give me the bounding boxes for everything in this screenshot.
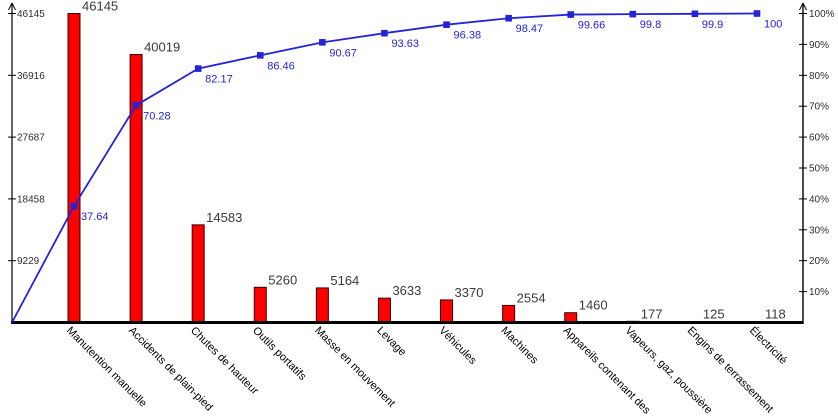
cumulative-marker <box>132 102 140 109</box>
bar-value-label: 5260 <box>268 272 297 287</box>
bar-value-label: 40019 <box>144 40 180 55</box>
bar-value-label: 46145 <box>82 0 118 14</box>
cumulative-point-label: 82.17 <box>205 74 233 86</box>
cumulative-point-label: 99.66 <box>578 20 606 32</box>
bar-value-label: 3370 <box>455 285 484 300</box>
right-axis-tick-label: 100% <box>809 9 835 20</box>
bar <box>440 299 454 324</box>
bar-value-label: 14583 <box>206 210 242 225</box>
cumulative-marker <box>753 10 761 17</box>
left-axis-arrow <box>8 2 13 11</box>
bar <box>253 286 267 324</box>
cumulative-marker <box>194 65 202 72</box>
cumulative-point-label: 96.38 <box>454 30 482 42</box>
right-axis-tick-label: 90% <box>809 40 829 51</box>
category-label: Outils portatifs <box>250 325 309 384</box>
right-axis-tick-label: 80% <box>809 71 829 82</box>
cumulative-marker <box>443 21 450 28</box>
left-axis-arrow <box>11 2 16 11</box>
cumulative-point-label: 99.9 <box>702 19 723 31</box>
category-label: Véhicules <box>436 325 479 368</box>
cumulative-marker <box>256 52 264 59</box>
cumulative-point-label: 98.47 <box>516 23 544 35</box>
cumulative-point-label: 37.64 <box>81 211 109 223</box>
bar-value-label: 177 <box>641 306 663 321</box>
bar <box>191 224 205 323</box>
right-axis-tick-label: 40% <box>809 194 829 205</box>
bar <box>129 54 143 324</box>
category-label: Levage <box>374 325 408 359</box>
bar-value-label: 118 <box>765 307 786 322</box>
cumulative-marker <box>319 39 326 46</box>
cumulative-marker <box>629 10 637 18</box>
bar-value-label: 3633 <box>392 283 421 298</box>
cumulative-point-label: 100 <box>764 19 782 31</box>
left-axis-tick-label: 36916 <box>17 71 45 82</box>
category-label: Machines <box>499 325 541 367</box>
bar-value-label: 1460 <box>579 298 608 313</box>
bar <box>377 297 391 323</box>
left-axis-tick-label: 18458 <box>17 194 45 205</box>
cumulative-marker <box>381 29 388 37</box>
bar <box>67 13 81 323</box>
right-axis-tick-label: 20% <box>809 256 829 267</box>
cumulative-line <box>11 12 757 323</box>
cumulative-marker <box>567 11 575 18</box>
right-axis-arrow <box>799 2 804 11</box>
cumulative-marker <box>70 202 78 210</box>
cumulative-marker <box>505 14 512 22</box>
left-axis-tick-label: 27687 <box>17 133 45 144</box>
cumulative-point-label: 90.67 <box>329 47 357 59</box>
left-axis-tick-label: 46145 <box>17 9 45 20</box>
cumulative-point-label: 93.63 <box>391 38 419 50</box>
right-axis-tick-label: 60% <box>809 133 829 144</box>
category-label: Chutes de hauteur <box>188 325 261 398</box>
cumulative-point-label: 99.8 <box>640 19 661 31</box>
right-axis-tick-label: 70% <box>809 102 829 113</box>
bar-value-label: 125 <box>703 307 725 322</box>
bar-value-label: 5164 <box>330 273 359 288</box>
bar <box>502 304 516 324</box>
cumulative-point-label: 86.46 <box>267 60 295 72</box>
category-label: Électricité <box>747 324 790 367</box>
right-axis-tick-label: 10% <box>809 287 829 298</box>
bar-value-label: 2554 <box>517 290 546 305</box>
left-axis-tick-label: 9229 <box>17 256 40 267</box>
right-axis-tick-label: 50% <box>809 164 829 175</box>
bar <box>315 287 329 323</box>
cumulative-marker <box>691 10 699 18</box>
right-axis-tick-label: 30% <box>809 225 829 236</box>
cumulative-point-label: 70.28 <box>143 110 171 122</box>
right-axis-arrow <box>802 2 807 11</box>
